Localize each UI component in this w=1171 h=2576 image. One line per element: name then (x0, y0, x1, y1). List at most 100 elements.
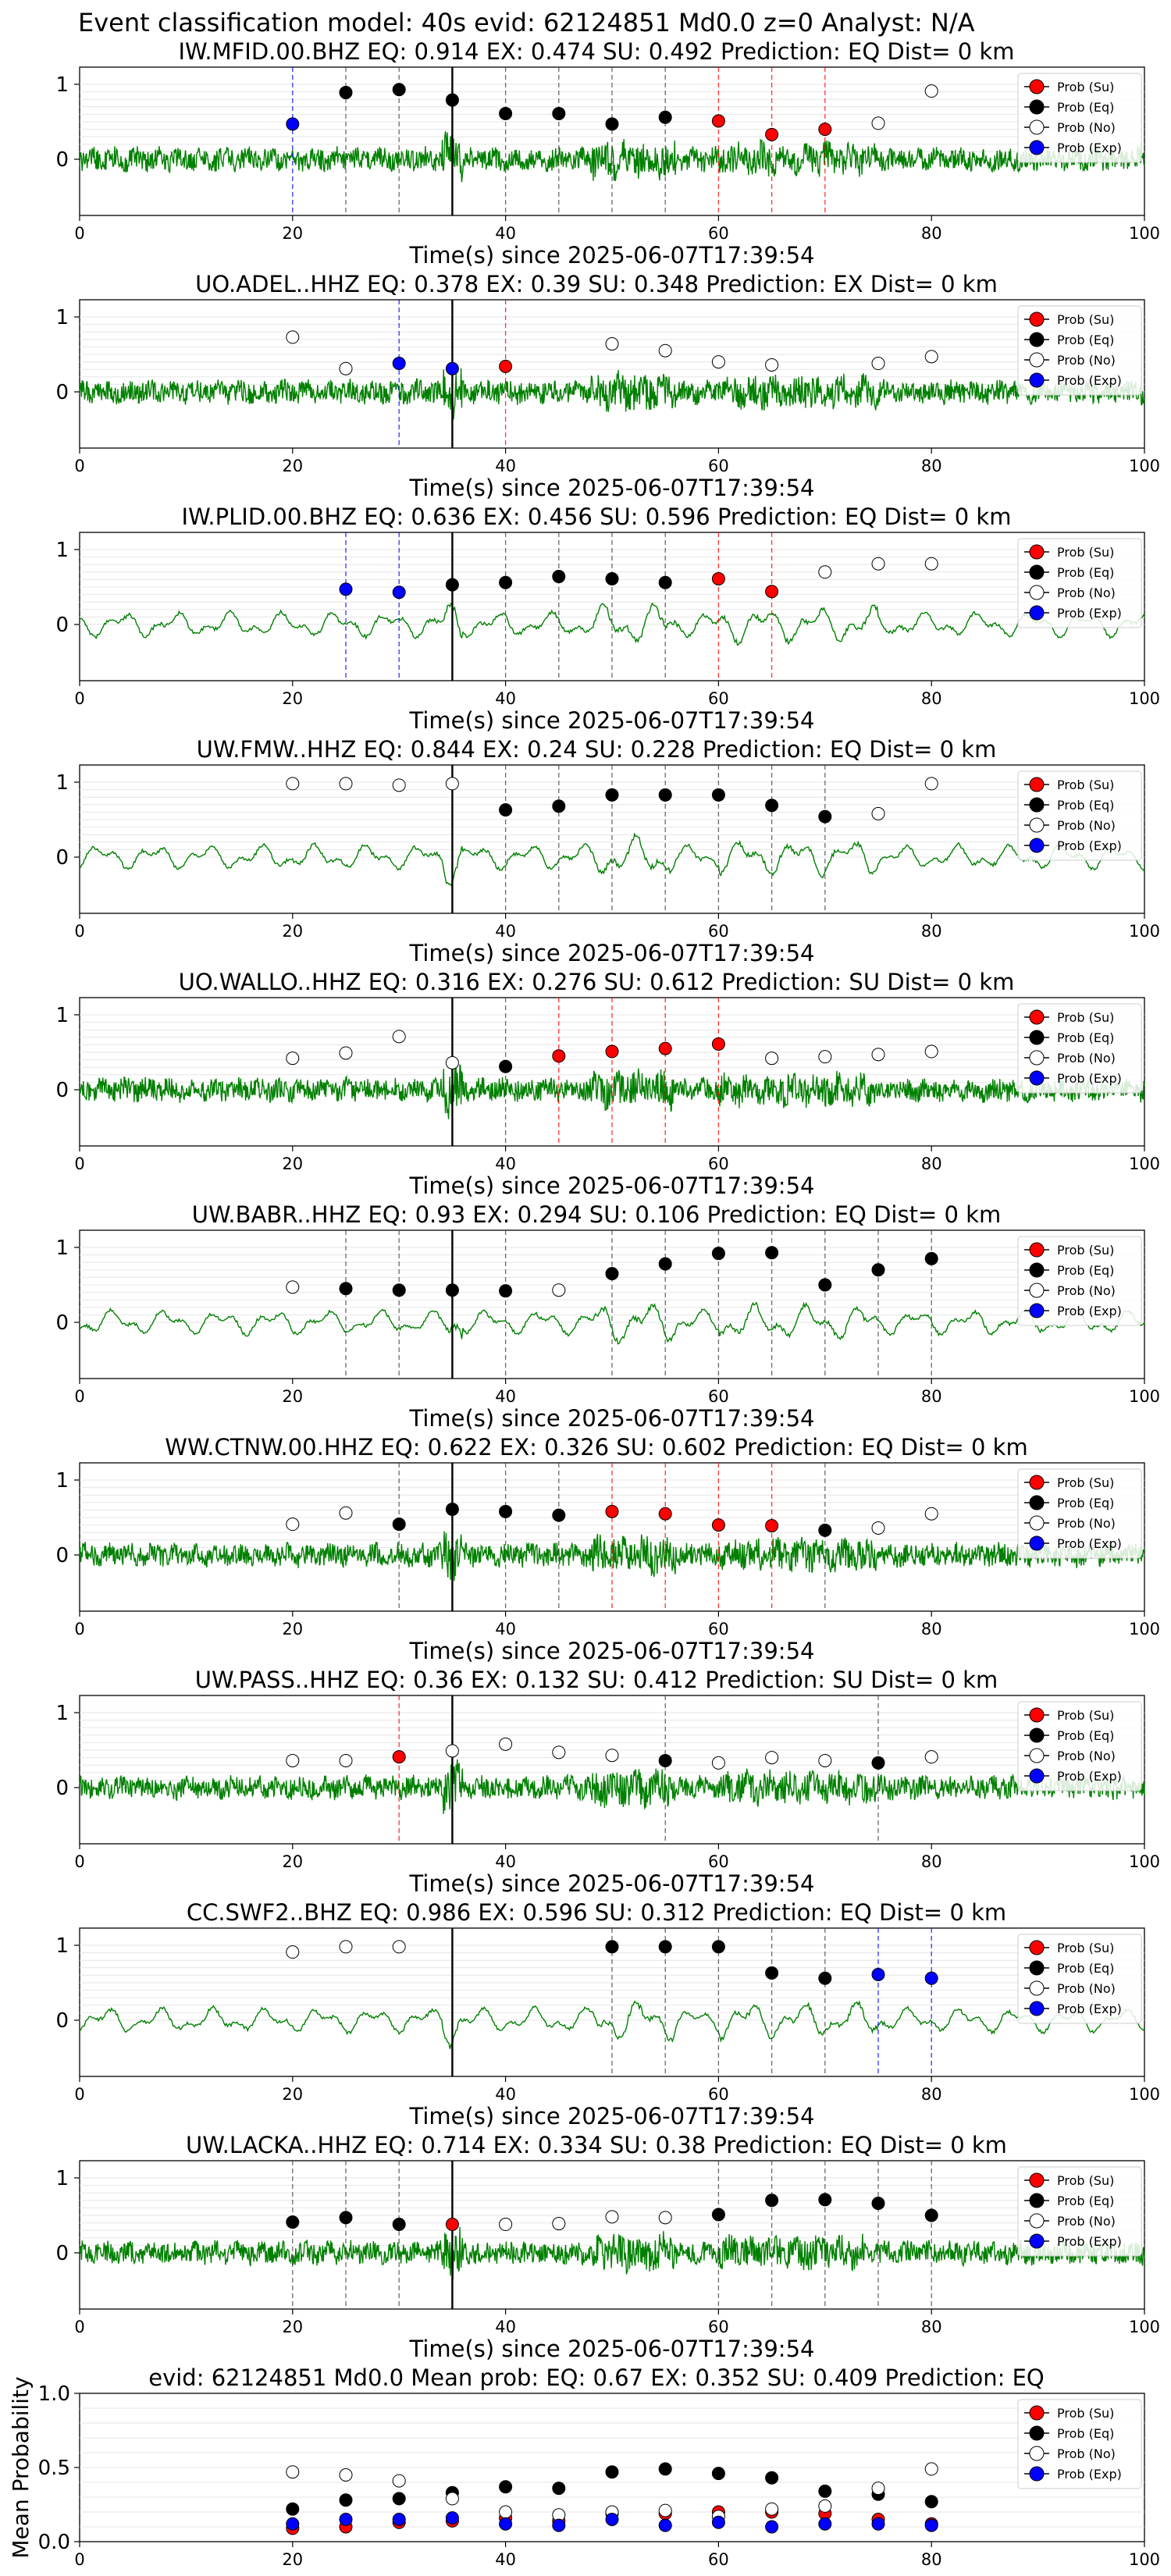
waveform-trace (79, 1759, 1145, 1814)
legend-marker-eq (1029, 1960, 1045, 1976)
legend-marker-eq (1029, 99, 1045, 115)
legend-marker-eq (1029, 1495, 1045, 1510)
x-axis-label: Time(s) since 2025-06-07T17:39:54 (409, 940, 815, 966)
legend-label: Prob (Su) (1057, 2406, 1114, 2421)
prob-point-no (818, 565, 832, 579)
y-tick-label: 1 (55, 306, 69, 329)
mean-prob-point-no (499, 2505, 513, 2519)
prob-point-eq (392, 83, 406, 97)
x-tick-label: 100 (1129, 224, 1160, 243)
x-tick-label: 20 (282, 224, 303, 243)
prob-point-no (871, 1048, 885, 1062)
x-tick-label: 0 (74, 224, 84, 243)
y-tick-label: 0 (55, 614, 69, 637)
legend-marker-no (1029, 585, 1045, 600)
prob-point-eq (605, 788, 619, 802)
legend-box (1017, 1934, 1142, 2024)
prob-point-no (924, 84, 938, 98)
prob-point-eq (658, 788, 672, 802)
panel-4: UO.WALLO..HHZ EQ: 0.316 EX: 0.276 SU: 0.… (55, 969, 1160, 1199)
legend-marker-su (1029, 1009, 1045, 1025)
prob-point-su (765, 1519, 779, 1533)
legend-label: Prob (Eq) (1057, 1030, 1114, 1045)
prob-point-su (711, 1037, 725, 1051)
prob-point-eq (605, 1267, 619, 1281)
legend-label: Prob (Su) (1057, 1243, 1114, 1258)
mean-prob-point-exp (711, 2515, 725, 2529)
prob-point-exp (871, 1967, 885, 1981)
prob-point-eq (765, 1966, 779, 1980)
prob-point-su (711, 571, 725, 585)
legend-label: Prob (No) (1057, 2214, 1116, 2229)
panel-title: WW.CTNW.00.HHZ EQ: 0.622 EX: 0.326 SU: 0… (165, 1434, 1027, 1461)
mean-prob-point-exp (286, 2517, 300, 2531)
legend-marker-no (1029, 2446, 1045, 2461)
legend-box (1017, 305, 1142, 396)
panel-8: CC.SWF2..BHZ EQ: 0.986 EX: 0.596 SU: 0.3… (55, 1899, 1160, 2129)
x-axis-label: Time(s) since 2025-06-07T17:39:54 (409, 475, 815, 501)
legend-label: Prob (Eq) (1057, 100, 1114, 115)
prob-point-exp (924, 1971, 938, 1985)
y-tick-label: 1 (55, 539, 69, 562)
panel-title: UO.WALLO..HHZ EQ: 0.316 EX: 0.276 SU: 0.… (179, 969, 1015, 995)
prob-point-no (605, 1749, 619, 1763)
legend-label: Prob (Exp) (1057, 373, 1122, 388)
prob-point-no (339, 361, 353, 375)
x-tick-label: 80 (921, 2550, 942, 2569)
y-tick-label: 0 (55, 2242, 69, 2265)
y-tick-label: 0 (55, 1544, 69, 1567)
x-tick-label: 80 (921, 457, 942, 475)
x-tick-label: 100 (1129, 457, 1160, 475)
prob-point-no (605, 337, 619, 351)
prob-point-no (711, 1756, 725, 1770)
legend-label: Prob (Su) (1057, 1941, 1114, 1955)
prob-point-eq (499, 1059, 513, 1073)
prob-point-eq (445, 93, 459, 107)
panel-2: IW.PLID.00.BHZ EQ: 0.636 EX: 0.456 SU: 0… (55, 503, 1160, 734)
prob-point-eq (445, 1283, 459, 1297)
x-tick-label: 100 (1129, 922, 1160, 941)
x-tick-label: 20 (282, 689, 303, 708)
x-tick-label: 20 (282, 2318, 303, 2336)
x-tick-label: 40 (495, 1155, 516, 1173)
legend-marker-exp (1029, 372, 1045, 388)
mean-prob-point-exp (765, 2520, 779, 2534)
legend-marker-no (1029, 817, 1045, 833)
prob-point-no (445, 777, 459, 791)
legend-label: Prob (No) (1057, 353, 1116, 368)
prob-point-no (445, 1744, 459, 1758)
y-tick-label: 1 (55, 1702, 69, 1725)
legend-box (1017, 538, 1142, 628)
x-tick-label: 80 (921, 1387, 942, 1406)
prob-point-no (871, 116, 885, 130)
y-tick-label: 1 (55, 1469, 69, 1493)
prob-point-su (605, 1044, 619, 1059)
prob-point-eq (552, 1508, 566, 1522)
y-axis-label: Mean Probability (8, 2376, 34, 2558)
x-tick-label: 20 (282, 1620, 303, 1638)
legend-marker-exp (1029, 838, 1045, 853)
prob-point-no (924, 350, 938, 364)
x-tick-label: 40 (495, 1852, 516, 1871)
legend-label: Prob (Su) (1057, 1010, 1114, 1025)
x-tick-label: 60 (708, 1155, 729, 1173)
x-axis-label: Time(s) since 2025-06-07T17:39:54 (409, 242, 815, 269)
y-tick-label: 1 (55, 1004, 69, 1027)
prob-point-eq (658, 575, 672, 589)
prob-point-no (339, 777, 353, 791)
legend-box (1017, 2399, 1142, 2489)
mean-prob-point-eq (924, 2495, 938, 2509)
y-tick-label: 1 (55, 2167, 69, 2190)
prob-point-eq (658, 1940, 672, 1954)
x-tick-label: 80 (921, 2318, 942, 2336)
prob-point-no (286, 1280, 300, 1294)
prob-point-no (339, 1046, 353, 1060)
x-tick-label: 60 (708, 224, 729, 243)
panel-title: evid: 62124851 Md0.0 Mean prob: EQ: 0.67… (148, 2364, 1045, 2391)
prob-point-eq (499, 1504, 513, 1518)
waveform-trace (79, 2226, 1145, 2280)
waveform-trace (79, 368, 1145, 420)
mean-prob-point-no (818, 2499, 832, 2513)
legend-marker-su (1029, 2405, 1045, 2421)
x-tick-label: 40 (495, 2318, 516, 2336)
